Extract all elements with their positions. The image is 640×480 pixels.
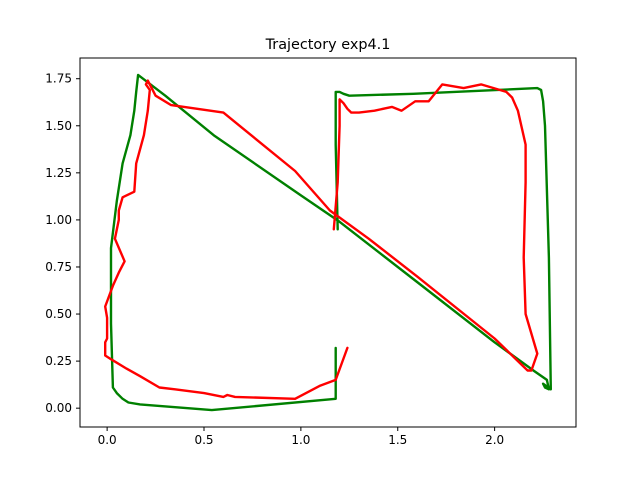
x-tick-label: 0.0	[98, 433, 117, 447]
chart-title: Trajectory exp4.1	[265, 37, 391, 53]
y-tick-label: 0.75	[45, 260, 72, 274]
y-tick-label: 1.50	[45, 119, 72, 133]
x-tick-label: 0.5	[194, 433, 213, 447]
x-tick-label: 1.0	[291, 433, 310, 447]
y-tick-label: 1.25	[45, 166, 72, 180]
x-tick-label: 1.5	[388, 433, 407, 447]
x-tick-label: 2.0	[485, 433, 504, 447]
y-tick-label: 0.50	[45, 307, 72, 321]
y-axis: 0.00 0.25 0.50 0.75 1.00 1.25 1.50 1.75	[45, 72, 80, 415]
y-tick-label: 0.00	[45, 401, 72, 415]
x-axis: 0.0 0.5 1.0 1.5 2.0	[98, 427, 504, 447]
y-tick-label: 1.00	[45, 213, 72, 227]
axes-frame	[79, 57, 577, 428]
y-tick-label: 0.25	[45, 354, 72, 368]
y-tick-label: 1.75	[45, 72, 72, 86]
trajectory-line-1	[109, 73, 552, 412]
trajectory-line-2	[103, 79, 539, 400]
plot-area	[103, 73, 552, 412]
